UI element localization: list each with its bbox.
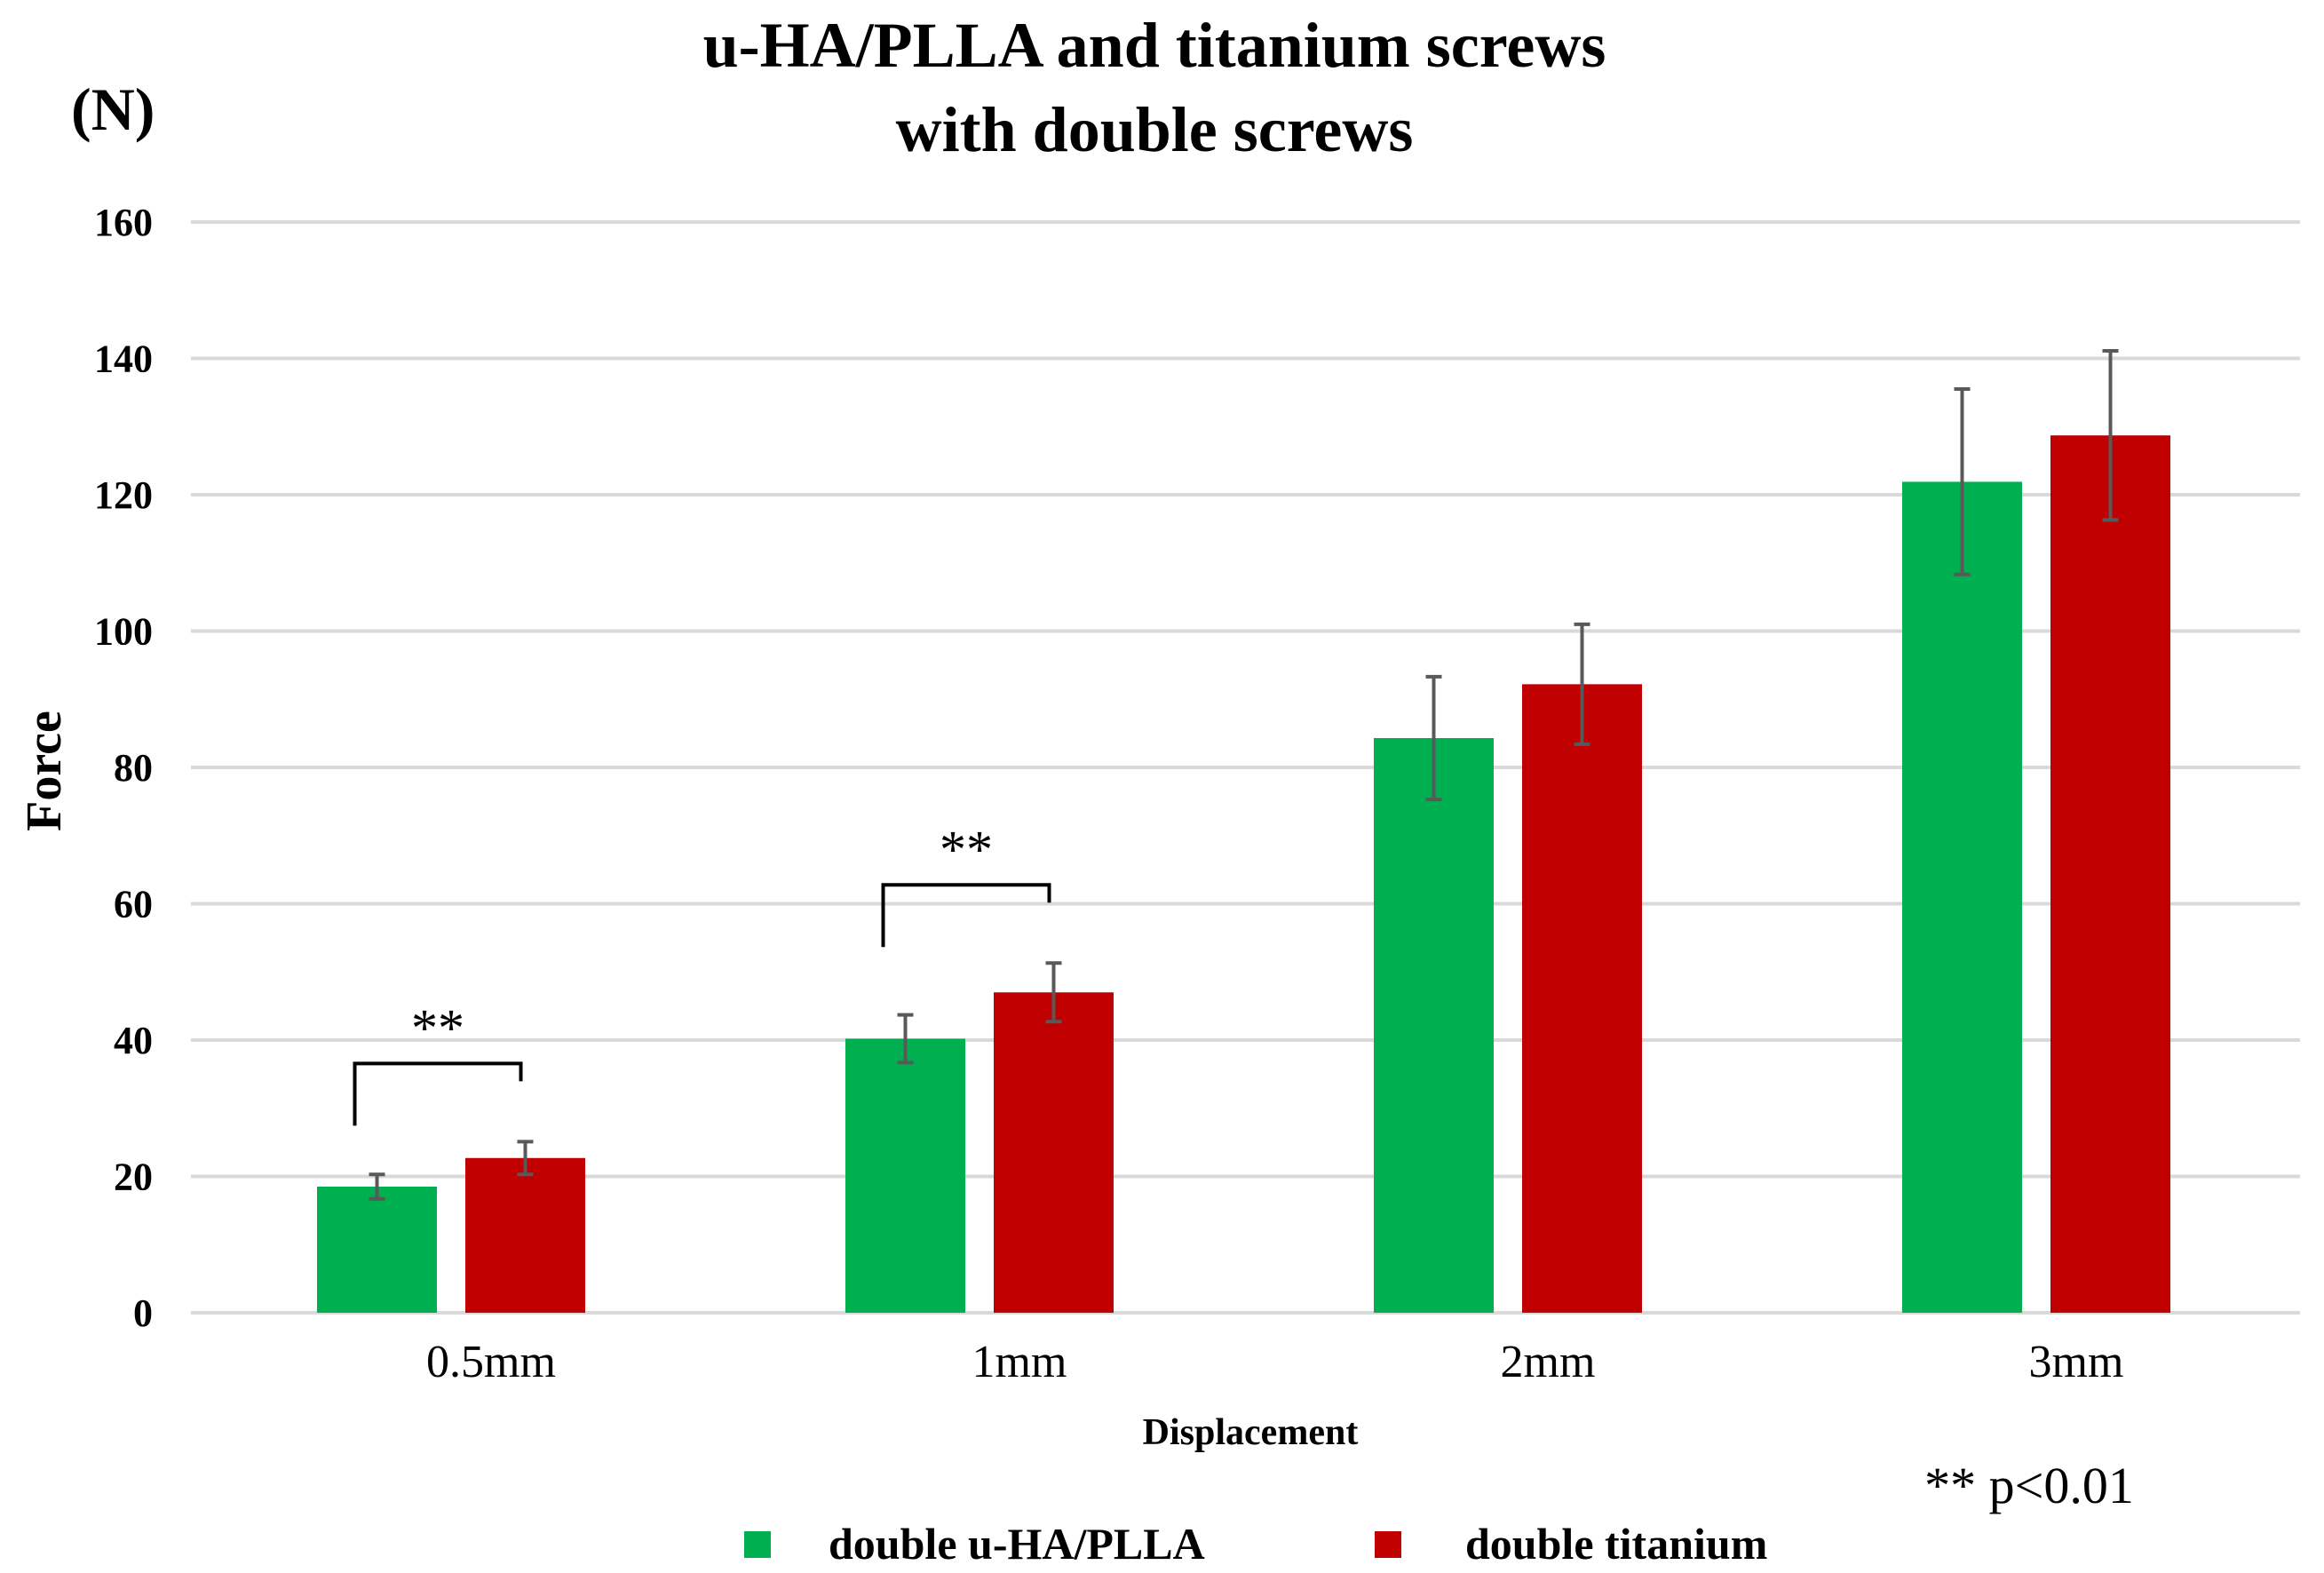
error-bar-double-u-ha-plla-1mm: [897, 1013, 914, 1065]
y-tick-label-80: 80: [114, 746, 153, 790]
error-bar-double-titanium-2mm: [1574, 622, 1590, 746]
y-tick-label-160: 160: [94, 201, 153, 244]
significance-brackets: ** **: [353, 820, 1051, 1126]
error-bar-double-titanium-3mm: [2102, 349, 2119, 522]
significance-marker-1mm: **: [940, 820, 993, 878]
error-bar-double-titanium-0.5mm: [517, 1140, 534, 1177]
y-tick-label-0: 0: [133, 1291, 153, 1335]
significance-bracket-0.5mm: [353, 1061, 523, 1126]
error-bar-double-u-ha-plla-2mm: [1425, 674, 1442, 802]
significance-marker-0.5mm: **: [411, 998, 464, 1057]
x-axis-label: Displacement: [1143, 1412, 1359, 1453]
x-tick-labels: 0.5mm 1mm 2mm 3mm: [426, 1337, 2123, 1387]
y-tick-label-40: 40: [114, 1019, 153, 1062]
bar-double-u-ha-plla-2mm: [1374, 737, 1494, 1313]
bars: [317, 435, 2170, 1313]
legend: double u-HA/PLLA double titanium: [744, 1519, 1767, 1569]
y-tick-labels: 0 20 40 60 80 100 120 140 160: [94, 201, 153, 1335]
legend-label-double-u-ha-plla: double u-HA/PLLA: [829, 1519, 1205, 1569]
x-tick-label-3mm: 3mm: [2029, 1337, 2124, 1387]
error-bar-double-titanium-1mm: [1045, 961, 1062, 1024]
legend-swatch-double-u-ha-plla: [744, 1531, 771, 1558]
chart-title: u-HA/PLLA and titanium screws with double…: [703, 10, 1606, 165]
y-unit-label: (N): [71, 75, 155, 143]
legend-swatch-double-titanium: [1375, 1531, 1401, 1558]
significance-bracket-1mm: [881, 883, 1051, 948]
legend-label-double-titanium: double titanium: [1465, 1519, 1767, 1569]
y-tick-label-20: 20: [114, 1156, 153, 1199]
error-bar-double-u-ha-plla-3mm: [1954, 387, 1971, 576]
bar-double-titanium-3mm: [2050, 435, 2170, 1313]
bar-double-u-ha-plla-0.5mm: [317, 1187, 437, 1313]
y-tick-label-120: 120: [94, 473, 153, 517]
y-tick-label-100: 100: [94, 610, 153, 654]
x-tick-label-0.5mm: 0.5mm: [426, 1337, 556, 1387]
error-bar-double-u-ha-plla-0.5mm: [369, 1172, 385, 1201]
x-tick-label-1mm: 1mm: [972, 1337, 1067, 1387]
significance-note: ** p<0.01: [1924, 1457, 2134, 1514]
bar-double-titanium-1mm: [994, 992, 1114, 1313]
y-tick-label-140: 140: [94, 338, 153, 381]
bar-double-titanium-0.5mm: [465, 1157, 585, 1313]
error-bars: [369, 349, 2119, 1201]
y-axis-label: Force: [17, 711, 72, 831]
x-tick-label-2mm: 2mm: [1501, 1337, 1596, 1387]
chart-title-line-2: with double screws: [896, 94, 1414, 165]
bar-double-u-ha-plla-3mm: [1902, 481, 2022, 1313]
bar-double-u-ha-plla-1mm: [845, 1038, 965, 1313]
y-tick-label-60: 60: [114, 883, 153, 926]
chart-title-line-1: u-HA/PLLA and titanium screws: [703, 10, 1606, 81]
bar-double-titanium-2mm: [1522, 684, 1642, 1313]
